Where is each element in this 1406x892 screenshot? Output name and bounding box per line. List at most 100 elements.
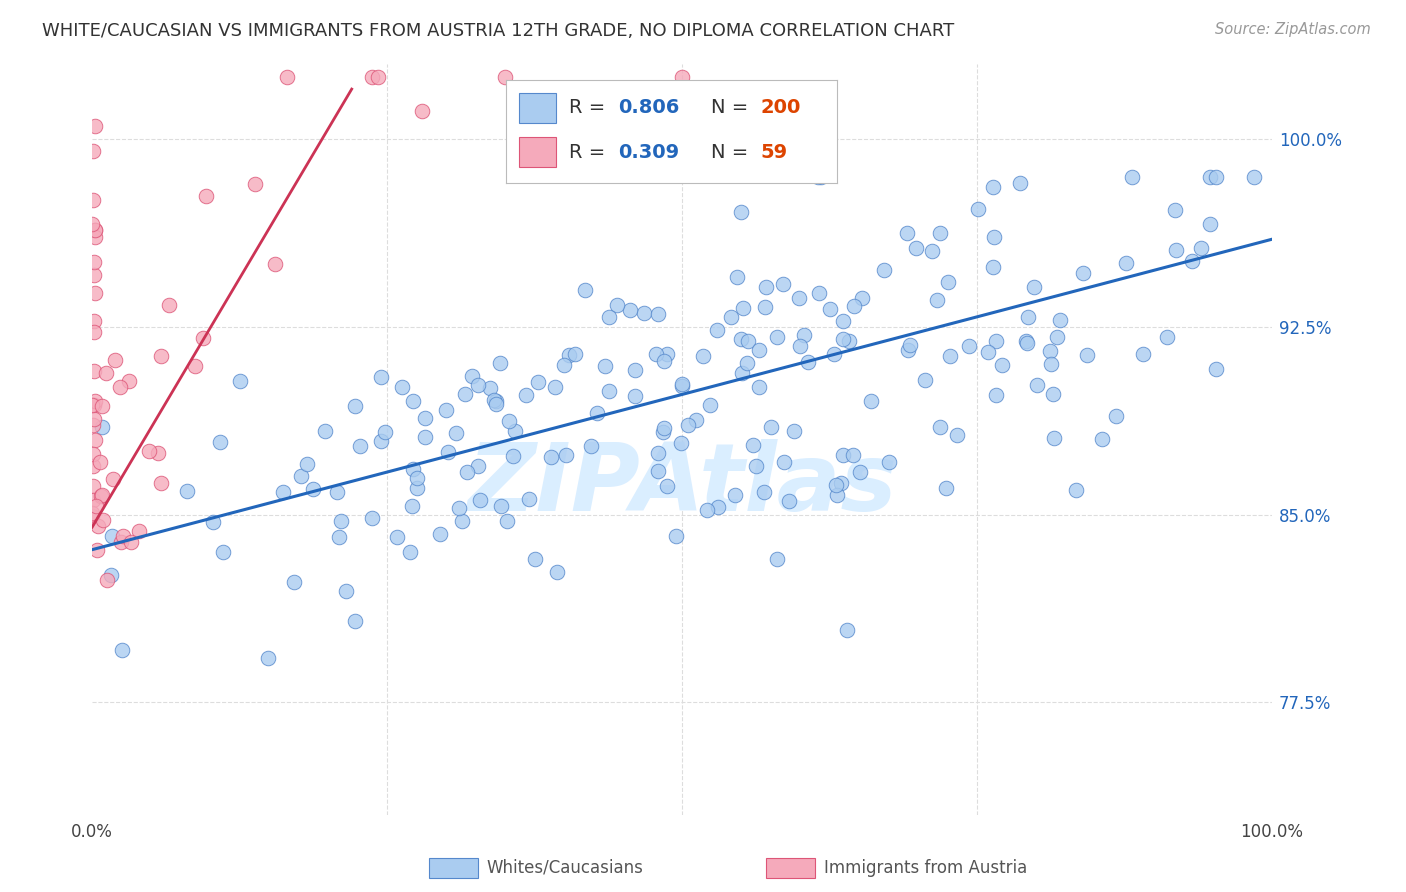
Point	[138, 443, 160, 458]
Point	[957, 339, 980, 353]
Text: N =: N =	[711, 143, 755, 161]
Point	[593, 359, 616, 374]
Point	[984, 388, 1007, 402]
Point	[82, 217, 104, 231]
Point	[787, 291, 810, 305]
Point	[945, 427, 967, 442]
Point	[89, 455, 111, 469]
Point	[1008, 176, 1031, 190]
Point	[724, 488, 747, 502]
Point	[830, 476, 852, 491]
Point	[83, 254, 105, 268]
Point	[118, 375, 141, 389]
Text: 0.309: 0.309	[619, 143, 679, 161]
Point	[515, 388, 537, 402]
Point	[429, 527, 451, 541]
Point	[191, 331, 214, 345]
Point	[176, 483, 198, 498]
Point	[748, 343, 770, 357]
Point	[1064, 483, 1087, 497]
Point	[83, 411, 105, 425]
Point	[905, 241, 928, 255]
Point	[742, 438, 765, 452]
Point	[966, 202, 988, 217]
FancyBboxPatch shape	[519, 93, 555, 123]
Point	[150, 349, 173, 363]
Point	[402, 394, 425, 409]
Point	[1071, 266, 1094, 280]
Point	[101, 472, 124, 486]
Point	[981, 179, 1004, 194]
Point	[707, 500, 730, 514]
Point	[91, 488, 114, 502]
Point	[297, 457, 319, 471]
Point	[835, 623, 858, 637]
Text: 59: 59	[761, 143, 787, 161]
Point	[91, 420, 114, 434]
Point	[82, 417, 104, 432]
Point	[692, 350, 714, 364]
Point	[808, 285, 831, 300]
Point	[676, 418, 699, 433]
Point	[229, 374, 252, 388]
Point	[730, 205, 752, 219]
Point	[655, 478, 678, 492]
Point	[619, 303, 641, 318]
Point	[283, 574, 305, 589]
Point	[543, 380, 565, 394]
Point	[1042, 386, 1064, 401]
Point	[1205, 362, 1227, 376]
Point	[647, 307, 669, 321]
Point	[939, 349, 962, 363]
Point	[82, 458, 104, 473]
Point	[772, 455, 794, 469]
Point	[761, 420, 783, 434]
Point	[485, 397, 508, 411]
Point	[633, 306, 655, 320]
Point	[929, 226, 952, 240]
Point	[524, 551, 547, 566]
Point	[460, 369, 482, 384]
Point	[82, 398, 104, 412]
Point	[818, 301, 841, 316]
Point	[928, 420, 950, 434]
Point	[335, 584, 357, 599]
Point	[1024, 280, 1046, 294]
Point	[361, 70, 384, 84]
Point	[730, 332, 752, 346]
Point	[838, 334, 860, 348]
Point	[437, 445, 460, 459]
Point	[314, 424, 336, 438]
Point	[290, 468, 312, 483]
Point	[83, 326, 105, 340]
Point	[90, 489, 112, 503]
Point	[82, 506, 104, 520]
Point	[82, 493, 104, 508]
Point	[245, 177, 267, 191]
Point	[415, 430, 437, 444]
Point	[494, 70, 516, 84]
Point	[914, 374, 936, 388]
Text: Whites/Caucasians: Whites/Caucasians	[486, 859, 644, 877]
Point	[647, 465, 669, 479]
Point	[330, 515, 353, 529]
Point	[111, 642, 134, 657]
Point	[405, 470, 427, 484]
Point	[1026, 378, 1049, 392]
Point	[110, 535, 132, 549]
Point	[82, 509, 104, 524]
Point	[454, 387, 477, 401]
Point	[652, 421, 675, 435]
Point	[485, 394, 508, 409]
Point	[624, 389, 647, 403]
Point	[84, 499, 107, 513]
Point	[825, 478, 848, 492]
Point	[1046, 330, 1069, 344]
Text: WHITE/CAUCASIAN VS IMMIGRANTS FROM AUSTRIA 12TH GRADE, NO DIPLOMA CORRELATION CH: WHITE/CAUCASIAN VS IMMIGRANTS FROM AUSTR…	[42, 22, 955, 40]
Point	[744, 458, 766, 473]
Point	[374, 425, 396, 440]
Point	[554, 448, 576, 462]
Point	[553, 359, 575, 373]
Point	[585, 406, 607, 420]
Point	[110, 379, 132, 393]
